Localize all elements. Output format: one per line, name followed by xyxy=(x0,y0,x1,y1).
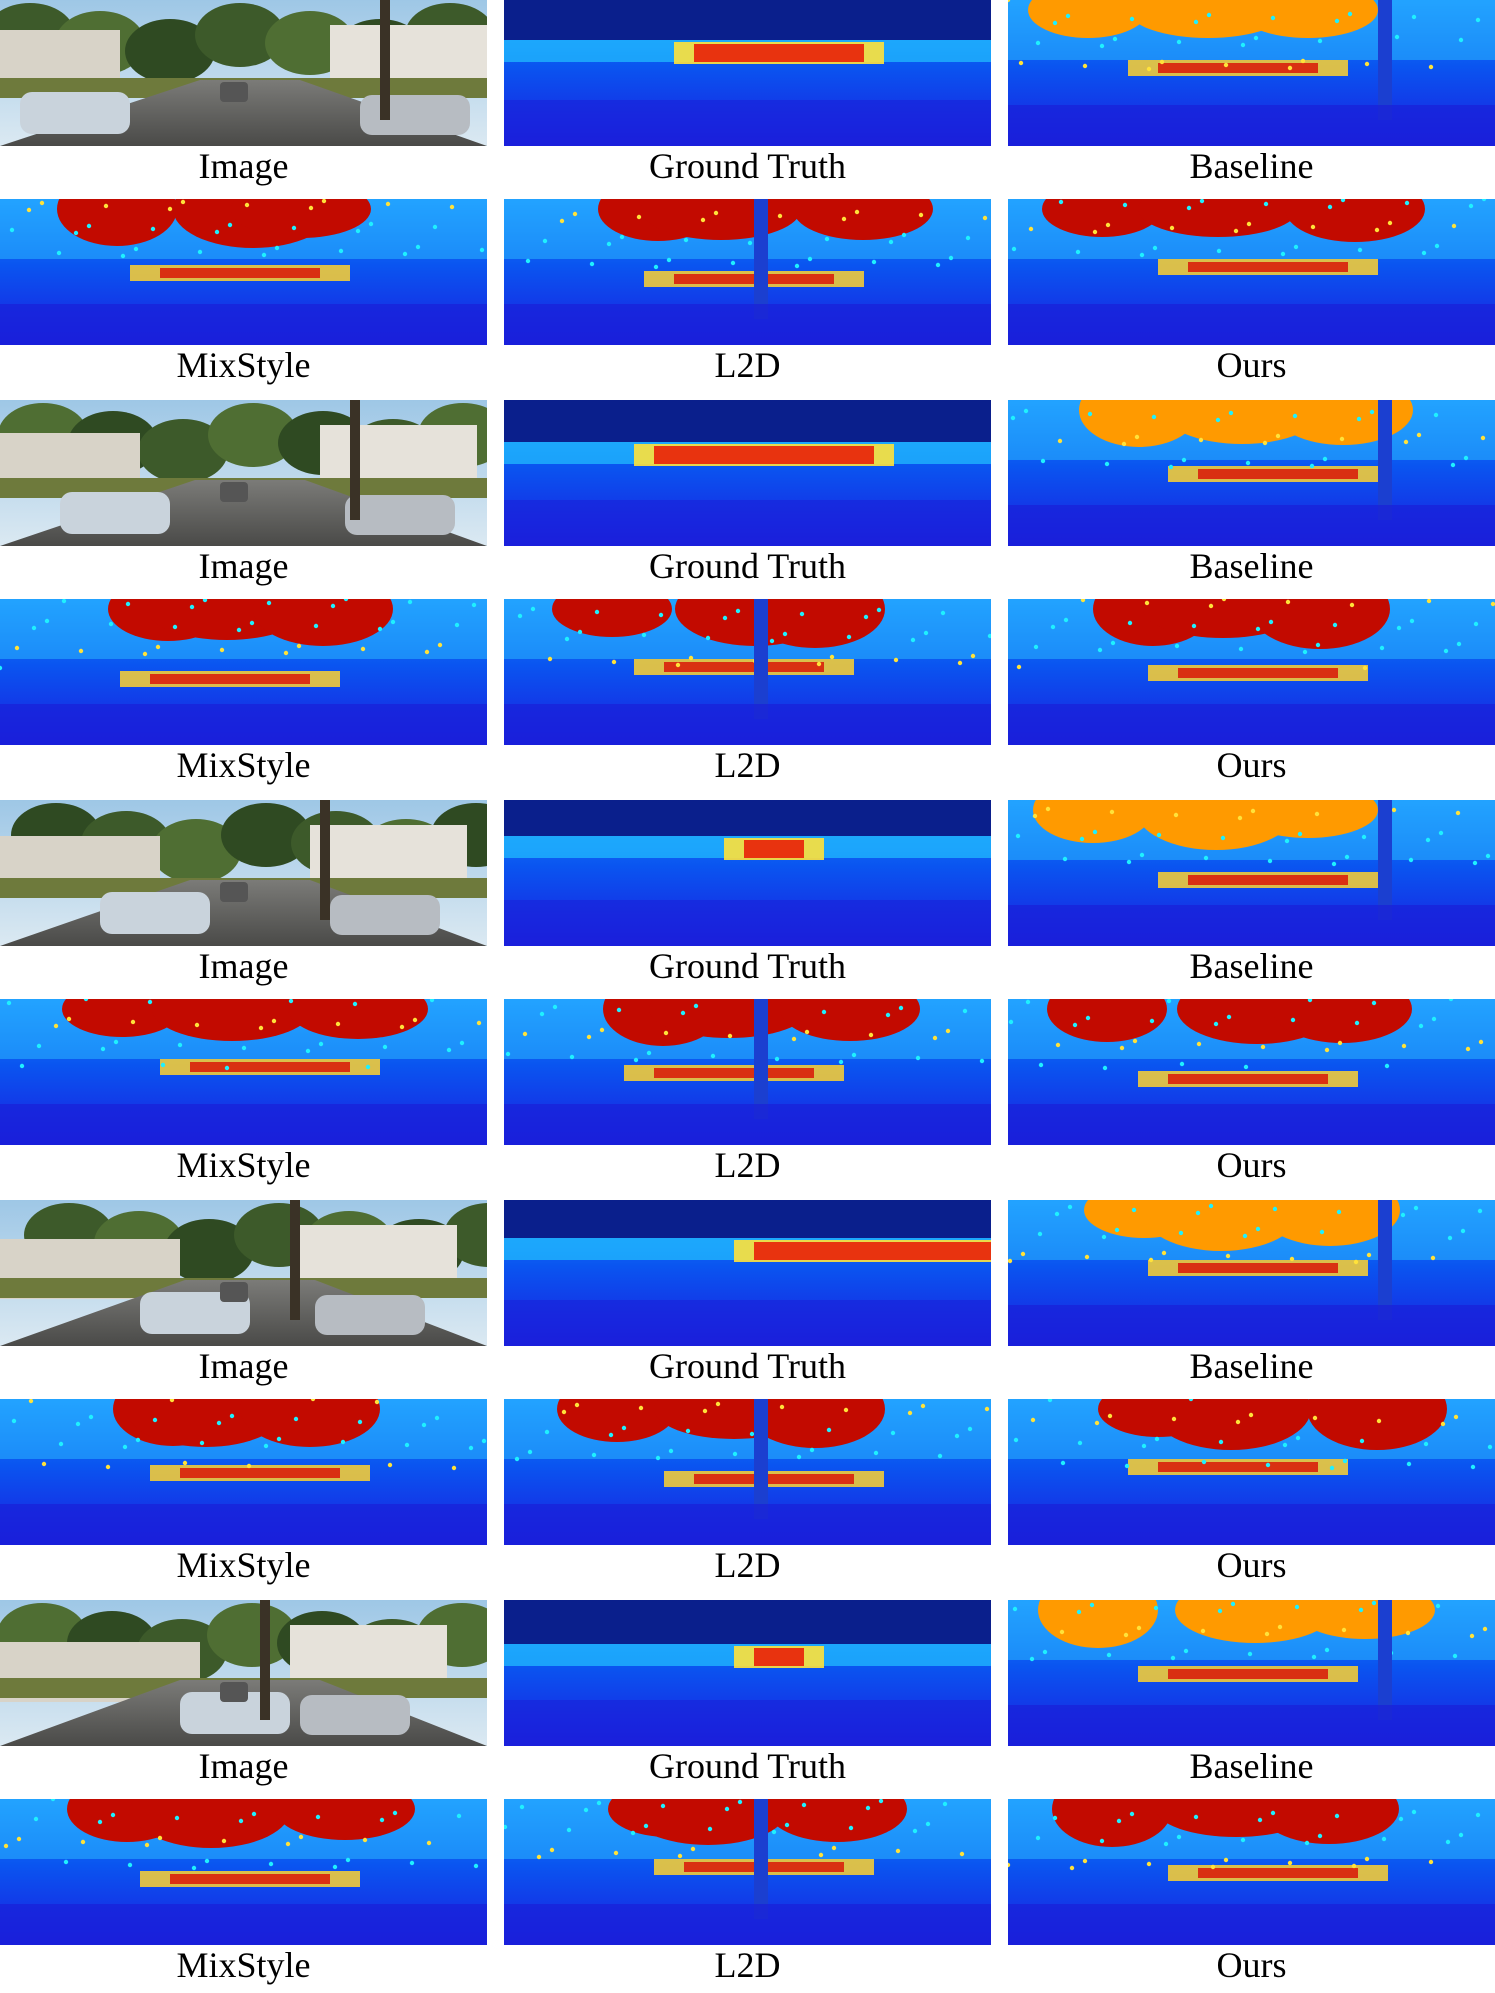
panel-caption: Ours xyxy=(1216,1545,1287,1585)
predicted-depth-map xyxy=(1008,1399,1495,1545)
predicted-depth-map xyxy=(1008,0,1495,146)
figure-cell: MixStyle xyxy=(0,1799,487,1985)
predicted-depth-map xyxy=(0,599,487,745)
predicted-depth-map xyxy=(504,599,991,745)
figure-cell: MixStyle xyxy=(0,999,487,1185)
panel-caption: Ours xyxy=(1216,345,1287,385)
scene-photo xyxy=(0,400,487,546)
predicted-depth-map xyxy=(0,1799,487,1945)
figure-cell: MixStyle xyxy=(0,199,487,385)
figure-cell: Image xyxy=(0,400,487,586)
figure-cell: L2D xyxy=(504,1399,991,1585)
panel-caption: Image xyxy=(198,1746,289,1786)
figure-cell: Ground Truth xyxy=(504,0,991,186)
panel-caption: L2D xyxy=(714,1945,781,1985)
predicted-depth-map xyxy=(1008,800,1495,946)
ground-truth-depth-map xyxy=(504,0,991,146)
panel-caption: MixStyle xyxy=(176,1945,311,1985)
predicted-depth-map xyxy=(1008,1799,1495,1945)
panel-caption: Ground Truth xyxy=(648,1746,847,1786)
panel-caption: Ground Truth xyxy=(648,546,847,586)
predicted-depth-map xyxy=(504,199,991,345)
predicted-depth-map xyxy=(1008,199,1495,345)
panel-caption: Ours xyxy=(1216,1945,1287,1985)
figure-cell: Baseline xyxy=(1008,800,1495,986)
figure-cell: Baseline xyxy=(1008,400,1495,586)
panel-caption: Ours xyxy=(1216,1145,1287,1185)
panel-caption: MixStyle xyxy=(176,1545,311,1585)
figure-cell: Ours xyxy=(1008,199,1495,385)
figure-cell: MixStyle xyxy=(0,1399,487,1585)
figure-cell: Ground Truth xyxy=(504,1600,991,1786)
predicted-depth-map xyxy=(1008,1200,1495,1346)
figure-cell: Baseline xyxy=(1008,1200,1495,1386)
predicted-depth-map xyxy=(1008,1600,1495,1746)
predicted-depth-map xyxy=(1008,999,1495,1145)
panel-caption: Image xyxy=(198,146,289,186)
scene-photo xyxy=(0,1600,487,1746)
scene-photo xyxy=(0,0,487,146)
predicted-depth-map xyxy=(0,199,487,345)
panel-caption: Image xyxy=(198,546,289,586)
figure-cell: Ground Truth xyxy=(504,400,991,586)
figure-cell: Ours xyxy=(1008,999,1495,1185)
panel-caption: Image xyxy=(198,1346,289,1386)
panel-caption: Ours xyxy=(1216,745,1287,785)
figure-cell: L2D xyxy=(504,599,991,785)
predicted-depth-map xyxy=(0,1399,487,1545)
figure-cell: Baseline xyxy=(1008,1600,1495,1786)
panel-caption: Baseline xyxy=(1189,146,1314,186)
panel-caption: Ground Truth xyxy=(648,1346,847,1386)
scene-photo xyxy=(0,800,487,946)
figure-cell: Image xyxy=(0,0,487,186)
figure-cell: L2D xyxy=(504,199,991,385)
figure-cell: Ours xyxy=(1008,1399,1495,1585)
panel-caption: MixStyle xyxy=(176,1145,311,1185)
ground-truth-depth-map xyxy=(504,800,991,946)
panel-caption: Image xyxy=(198,946,289,986)
predicted-depth-map xyxy=(504,999,991,1145)
panel-caption: Baseline xyxy=(1189,1346,1314,1386)
figure-cell: L2D xyxy=(504,1799,991,1985)
figure-cell: Baseline xyxy=(1008,0,1495,186)
panel-caption: Baseline xyxy=(1189,1746,1314,1786)
figure-cell: Image xyxy=(0,1200,487,1386)
figure-cell: Image xyxy=(0,800,487,986)
panel-caption: L2D xyxy=(714,1145,781,1185)
predicted-depth-map xyxy=(0,999,487,1145)
figure-cell: Ground Truth xyxy=(504,800,991,986)
panel-caption: MixStyle xyxy=(176,745,311,785)
panel-caption: L2D xyxy=(714,345,781,385)
figure-cell: Ground Truth xyxy=(504,1200,991,1386)
panel-caption: Ground Truth xyxy=(648,946,847,986)
panel-caption: L2D xyxy=(714,1545,781,1585)
predicted-depth-map xyxy=(1008,599,1495,745)
scene-photo xyxy=(0,1200,487,1346)
panel-caption: L2D xyxy=(714,745,781,785)
ground-truth-depth-map xyxy=(504,400,991,546)
panel-caption: MixStyle xyxy=(176,345,311,385)
ground-truth-depth-map xyxy=(504,1200,991,1346)
figure-cell: Ours xyxy=(1008,1799,1495,1985)
predicted-depth-map xyxy=(1008,400,1495,546)
figure-cell: L2D xyxy=(504,999,991,1185)
panel-caption: Baseline xyxy=(1189,946,1314,986)
figure-cell: Image xyxy=(0,1600,487,1786)
ground-truth-depth-map xyxy=(504,1600,991,1746)
figure-cell: MixStyle xyxy=(0,599,487,785)
predicted-depth-map xyxy=(504,1399,991,1545)
panel-caption: Ground Truth xyxy=(648,146,847,186)
predicted-depth-map xyxy=(504,1799,991,1945)
figure-cell: Ours xyxy=(1008,599,1495,785)
panel-caption: Baseline xyxy=(1189,546,1314,586)
